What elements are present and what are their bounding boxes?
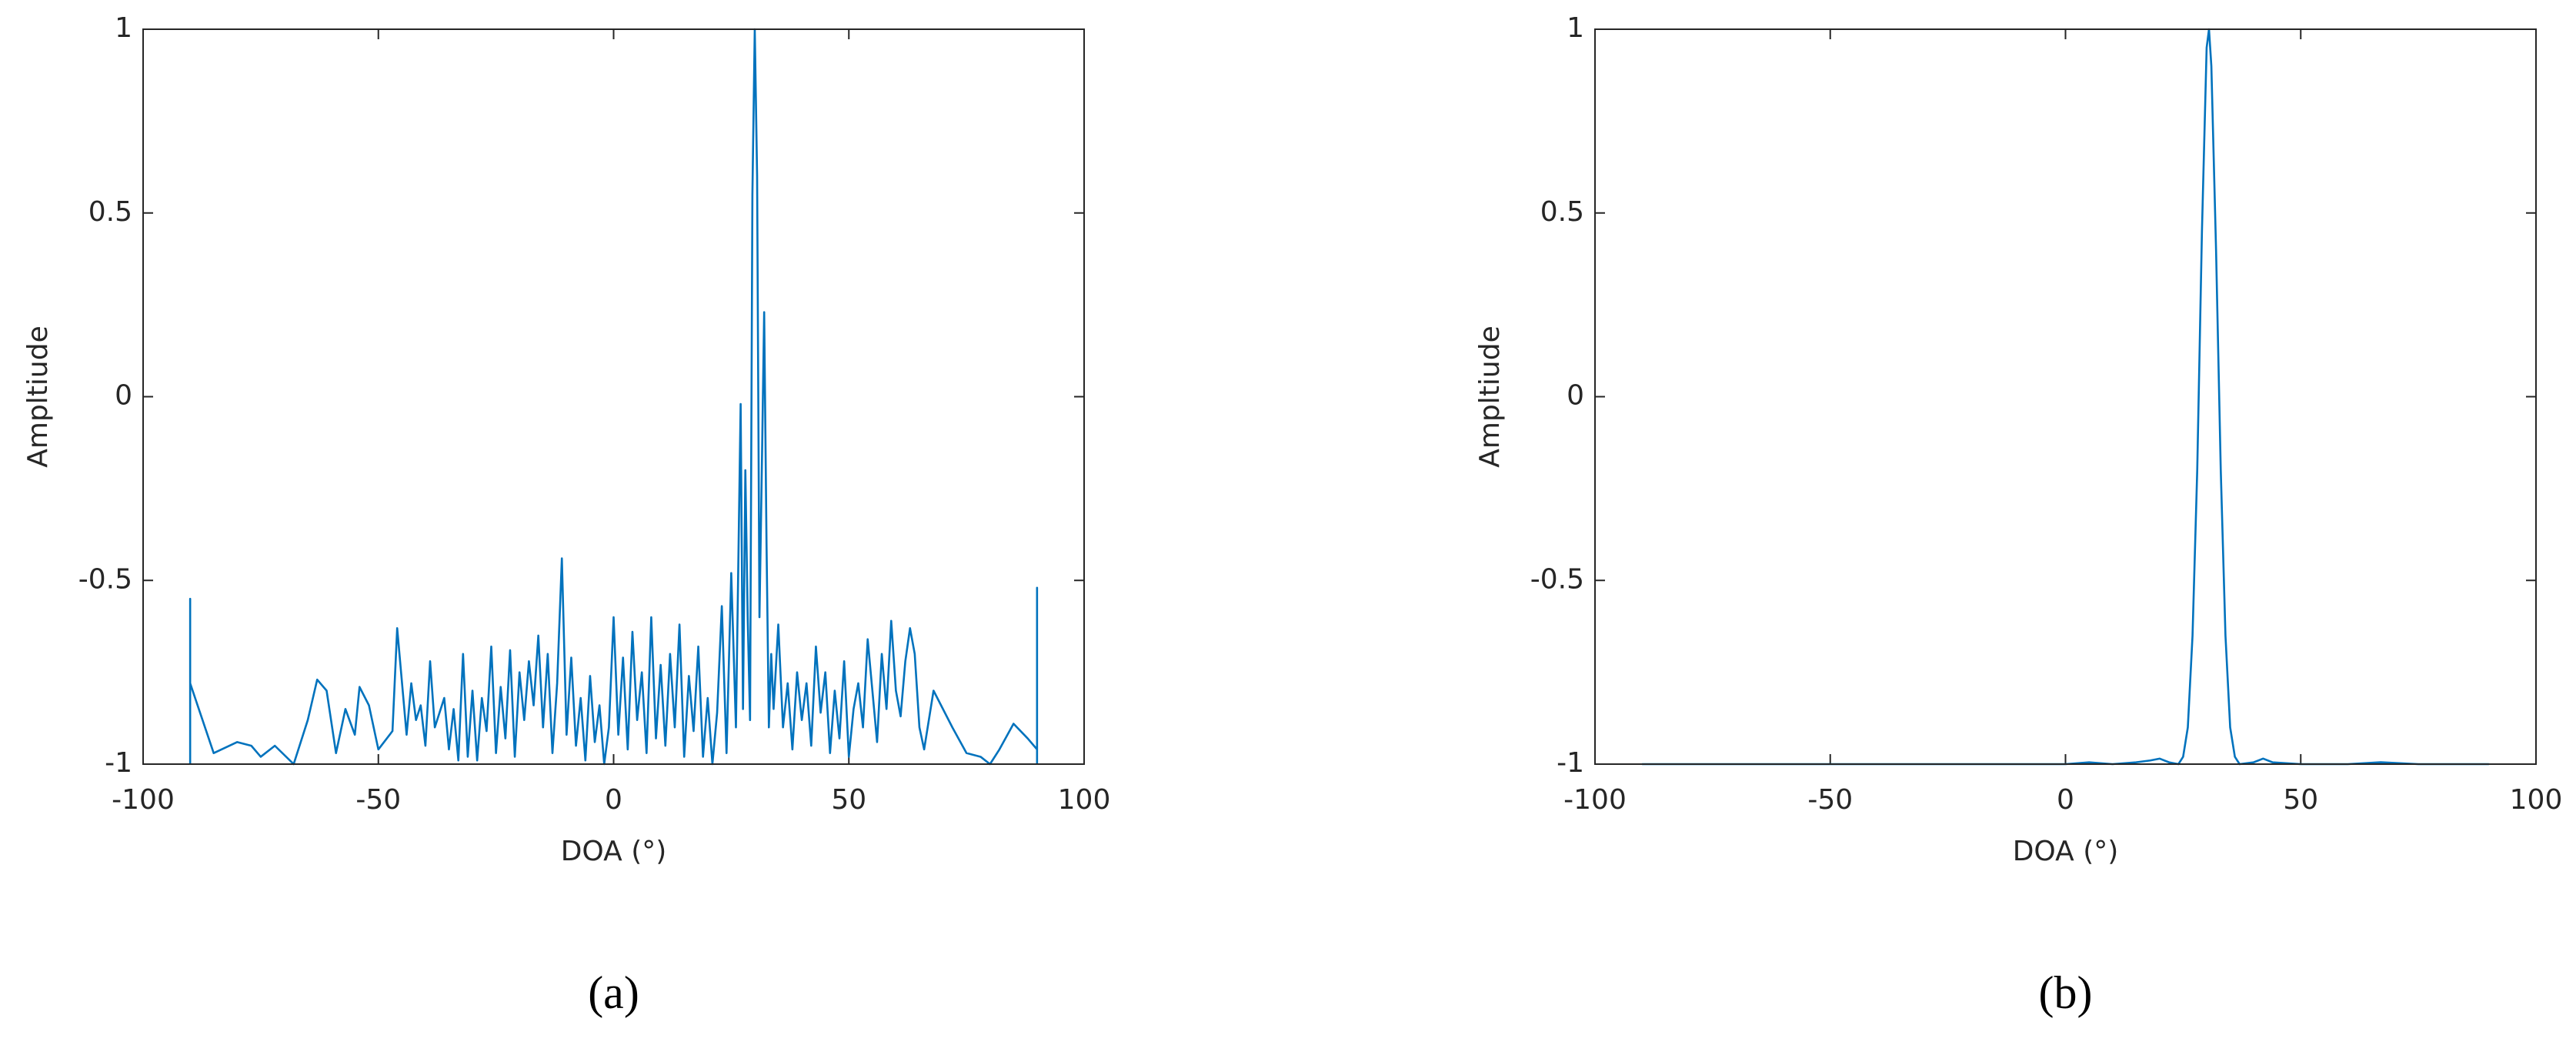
data-line <box>189 28 1039 766</box>
y-tick-label: 0.5 <box>88 196 132 228</box>
axes-box <box>1594 28 2537 765</box>
y-tick-label: 0.5 <box>1540 196 1584 228</box>
chart: -1 -0.5 0 0.5 1 -100 -50 0 50 100 DOA (°) Ampltiude… <box>22 12 1110 1018</box>
x-tick-label: 50 <box>831 784 866 816</box>
x-tick-label: 100 <box>2510 784 2563 816</box>
x-tick-label: 50 <box>2283 784 2318 816</box>
data-line <box>1642 28 2489 766</box>
caption: (a) <box>588 967 639 1018</box>
caption: (b) <box>2039 967 2093 1018</box>
x-tick-label: -100 <box>1563 784 1627 816</box>
y-tick-label: 0 <box>115 380 132 412</box>
x-tick-label: -50 <box>355 784 401 816</box>
y-tick-label: -1 <box>1557 747 1584 779</box>
x-tick-label: -50 <box>1807 784 1853 816</box>
x-axis-label: DOA (°) <box>2013 836 2119 867</box>
x-tick-label: 100 <box>1058 784 1111 816</box>
x-tick-label: 0 <box>605 784 622 816</box>
y-tick-label: -1 <box>105 747 132 779</box>
x-axis-label: DOA (°) <box>561 836 667 867</box>
y-tick-label: -0.5 <box>78 563 132 595</box>
y-tick-label: 0 <box>1567 380 1584 412</box>
y-tick-label: 1 <box>115 12 132 44</box>
y-axis-label: Ampltiude <box>22 326 54 467</box>
chart: -1 -0.5 0 0.5 1 -100 -50 0 50 100 DOA (°) Ampltiude… <box>1474 12 2562 1018</box>
x-tick-label: 0 <box>2057 784 2074 816</box>
y-tick-label: 1 <box>1567 12 1584 44</box>
x-tick-label: -100 <box>112 784 175 816</box>
y-tick-label: -0.5 <box>1530 563 1584 595</box>
y-axis-label: Ampltiude <box>1474 326 1506 467</box>
axes-box <box>142 28 1085 765</box>
